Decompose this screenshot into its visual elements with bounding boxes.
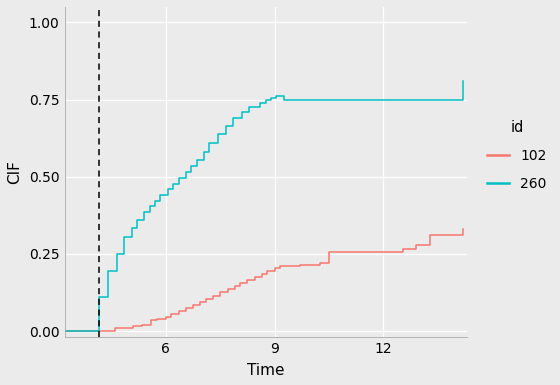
X-axis label: Time: Time [247,363,284,378]
Y-axis label: CIF: CIF [7,160,22,184]
Legend: 102, 260: 102, 260 [482,115,552,196]
